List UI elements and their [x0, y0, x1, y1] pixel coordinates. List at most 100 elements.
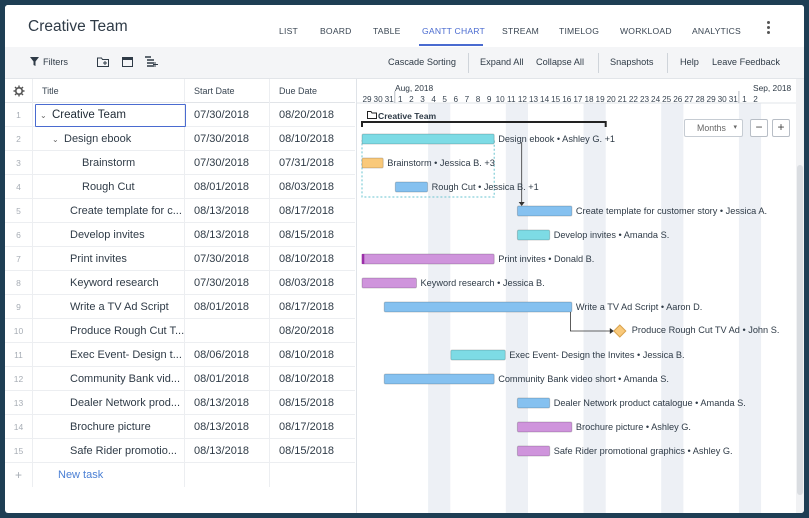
subtask-outline — [361, 140, 495, 198]
milestone-label: Produce Rough Cut TV Ad • John S. — [631, 325, 780, 335]
leave-feedback-button[interactable]: Leave Feedback — [712, 57, 780, 67]
new-task-row[interactable]: + New task — [5, 463, 355, 487]
scrollbar-thumb[interactable] — [797, 165, 803, 495]
snapshots-button[interactable]: Snapshots — [610, 57, 654, 67]
task-title: Develop invites — [34, 223, 185, 247]
tab-board[interactable]: BOARD — [320, 26, 352, 36]
tab-list[interactable]: LIST — [279, 26, 298, 36]
start-date[interactable]: 08/13/2018 — [186, 439, 270, 463]
collapse-all-button[interactable]: Collapse All — [536, 57, 585, 67]
start-date[interactable] — [186, 319, 270, 343]
start-date[interactable]: 08/13/2018 — [186, 223, 270, 247]
start-date[interactable]: 08/01/2018 — [186, 367, 270, 391]
table-row[interactable]: 5 Create template for c... 08/13/2018 08/17… — [5, 199, 355, 223]
chevron-down-icon[interactable]: ⌄ — [40, 111, 47, 120]
table-row[interactable]: 14 Brochure picture 08/13/2018 08/17/2018 — [5, 415, 355, 439]
day-tick-label: 1 — [398, 95, 403, 104]
due-date[interactable]: 08/03/2018 — [279, 181, 335, 193]
start-date[interactable]: 08/13/2018 — [186, 415, 270, 439]
table-row[interactable]: 2 ⌄ Design ebook 07/30/2018 08/10/2018 — [5, 127, 355, 151]
day-tick-label: 27 — [684, 95, 694, 104]
column-header-due-date[interactable]: Due Date — [279, 86, 318, 96]
start-date[interactable]: 07/30/2018 — [186, 103, 270, 127]
tab-analytics[interactable]: ANALYTICS — [692, 26, 741, 36]
filters-button[interactable]: Filters — [43, 57, 69, 67]
task-bar-label: Safe Rider promotional graphics • Ashley… — [553, 445, 733, 456]
expand-all-button[interactable]: Expand All — [480, 57, 524, 67]
vertical-scrollbar[interactable] — [796, 79, 804, 513]
start-date[interactable]: 07/30/2018 — [186, 127, 270, 151]
task-bar — [516, 421, 573, 433]
day-tick-label: 17 — [573, 95, 583, 104]
start-date[interactable]: 08/13/2018 — [186, 199, 270, 223]
plus-icon[interactable]: + — [5, 463, 33, 487]
start-date[interactable]: 08/06/2018 — [186, 343, 270, 367]
new-folder-icon[interactable] — [97, 56, 109, 67]
day-tick-label: 30 — [717, 95, 727, 104]
chevron-down-icon[interactable]: ⌄ — [52, 135, 59, 144]
start-date[interactable]: 07/30/2018 — [186, 247, 270, 271]
table-row[interactable]: 11 Exec Event- Design t... 08/06/2018 08/10… — [5, 343, 355, 367]
table-row[interactable]: 6 Develop invites 08/13/2018 08/15/2018 — [5, 223, 355, 247]
due-date[interactable]: 08/17/2018 — [279, 421, 335, 433]
help-button[interactable]: Help — [680, 57, 699, 67]
column-header-start-date[interactable]: Start Date — [186, 79, 270, 103]
table-row[interactable]: 1 ⌄ Creative Team 07/30/2018 08/20/2018 — [5, 103, 355, 127]
due-date[interactable]: 08/15/2018 — [279, 445, 335, 457]
start-date[interactable]: 07/30/2018 — [186, 271, 270, 295]
table-row[interactable]: 3 Brainstorm 07/30/2018 07/31/2018 — [5, 151, 355, 175]
tab-gantt-chart[interactable]: GANTT CHART — [422, 26, 485, 36]
due-date[interactable]: 08/03/2018 — [279, 277, 335, 289]
due-date[interactable]: 07/31/2018 — [279, 157, 335, 169]
start-date[interactable]: 08/13/2018 — [186, 391, 270, 415]
table-row[interactable]: 12 Community Bank vid... 08/01/2018 08/10/2… — [5, 367, 355, 391]
day-tick-label: 22 — [628, 95, 638, 104]
table-row[interactable]: 15 Safe Rider promotio... 08/13/2018 08/15/… — [5, 439, 355, 463]
day-tick-label: 31 — [728, 95, 738, 104]
table-row[interactable]: 4 Rough Cut 08/01/2018 08/03/2018 — [5, 175, 355, 199]
due-date[interactable]: 08/10/2018 — [279, 349, 335, 361]
cascade-sorting-button[interactable]: Cascade Sorting — [388, 57, 456, 67]
tab-timelog[interactable]: TIMELOG — [559, 26, 600, 36]
due-date[interactable]: 08/17/2018 — [279, 205, 335, 217]
gear-icon[interactable] — [13, 85, 25, 97]
new-task-link[interactable]: New task — [34, 463, 185, 487]
more-menu-icon[interactable] — [764, 19, 772, 39]
due-date[interactable]: 08/10/2018 — [279, 133, 335, 145]
dependency-arrow — [609, 328, 614, 334]
task-title: Rough Cut — [34, 175, 185, 199]
weekend-column — [661, 103, 684, 513]
zoom-in-button[interactable]: + — [772, 119, 790, 137]
zoom-select[interactable]: Months ▾ — [684, 119, 743, 137]
table-header: Title Start Date Due Date — [5, 79, 355, 103]
due-date[interactable]: 08/10/2018 — [279, 253, 335, 265]
table-row[interactable]: 13 Dealer Network prod... 08/13/2018 08/15/… — [5, 391, 355, 415]
due-date[interactable]: 08/17/2018 — [279, 301, 335, 313]
start-date[interactable]: 07/30/2018 — [186, 151, 270, 175]
start-date[interactable]: 08/01/2018 — [186, 175, 270, 199]
table-row[interactable]: 9 Write a TV Ad Script 08/01/2018 08/17/201… — [5, 295, 355, 319]
due-date[interactable]: 08/10/2018 — [279, 373, 335, 385]
filter-icon[interactable] — [30, 57, 39, 67]
start-date[interactable]: 08/01/2018 — [186, 295, 270, 319]
day-tick-label: 10 — [495, 95, 505, 104]
new-project-icon[interactable] — [122, 56, 133, 67]
row-number: 2 — [5, 127, 33, 151]
due-date[interactable]: 08/20/2018 — [279, 109, 335, 121]
due-date[interactable]: 08/15/2018 — [279, 229, 335, 241]
table-row[interactable]: 10 Produce Rough Cut T... 08/20/2018 — [5, 319, 355, 343]
table-row[interactable]: 7 Print invites 07/30/2018 08/10/2018 — [5, 247, 355, 271]
row-number: 4 — [5, 175, 33, 199]
due-date[interactable]: 08/15/2018 — [279, 397, 335, 409]
tab-stream[interactable]: STREAM — [502, 26, 540, 36]
table-row[interactable]: 8 Keyword research 07/30/2018 08/03/2018 — [5, 271, 355, 295]
tab-table[interactable]: TABLE — [373, 26, 401, 36]
new-task-list-icon[interactable] — [145, 56, 158, 67]
chevron-down-icon: ▾ — [733, 124, 737, 131]
zoom-out-button[interactable]: − — [750, 119, 768, 137]
row-number: 3 — [5, 151, 33, 175]
app-window: Creative Team LIST BOARD TABLE GANTT CHA… — [5, 5, 804, 513]
due-date[interactable]: 08/20/2018 — [279, 325, 335, 337]
tab-workload[interactable]: WORKLOAD — [620, 26, 672, 36]
column-header-title[interactable]: Title — [34, 79, 185, 103]
